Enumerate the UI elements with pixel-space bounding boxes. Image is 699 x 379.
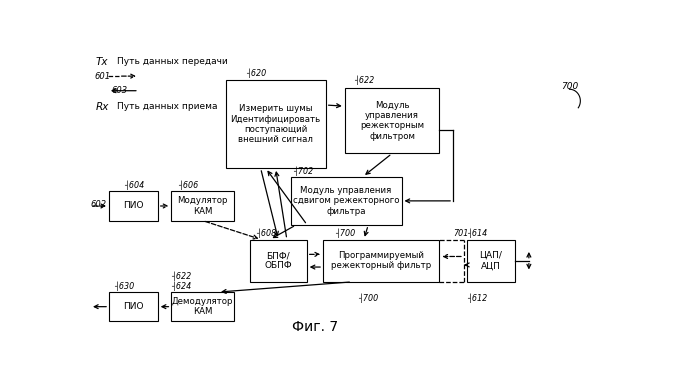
Text: ┤612: ┤612 (467, 293, 487, 303)
Text: Модулятор
КАМ: Модулятор КАМ (178, 196, 228, 216)
Text: Модуль управления
сдвигом режекторного
фильтра: Модуль управления сдвигом режекторного ф… (293, 186, 399, 216)
Text: ПИО: ПИО (123, 302, 144, 311)
Text: ┤620: ┤620 (245, 69, 266, 78)
Text: Измерить шумы
Идентифицировать
поступающий
внешний сигнал: Измерить шумы Идентифицировать поступающ… (231, 104, 321, 144)
FancyBboxPatch shape (109, 292, 158, 321)
Text: ┤624: ┤624 (171, 282, 192, 291)
Text: 601: 601 (94, 72, 110, 81)
Text: ┤608: ┤608 (256, 229, 276, 238)
Text: 602: 602 (90, 200, 106, 209)
Text: ┤700: ┤700 (335, 229, 355, 238)
FancyBboxPatch shape (171, 191, 233, 221)
Text: ЦАП/
АЦП: ЦАП/ АЦП (480, 251, 503, 270)
Text: ┤700: ┤700 (358, 293, 378, 303)
Text: ┤622: ┤622 (354, 76, 375, 85)
Text: ┤622: ┤622 (171, 271, 192, 281)
FancyBboxPatch shape (109, 191, 158, 221)
FancyBboxPatch shape (345, 88, 440, 153)
Text: БПФ/
ОБПФ: БПФ/ ОБПФ (264, 251, 292, 270)
Text: ┤630: ┤630 (114, 282, 134, 291)
Text: Программируемый
режекторный фильтр: Программируемый режекторный фильтр (331, 251, 431, 270)
Text: 700: 700 (561, 82, 579, 91)
Text: Rx: Rx (96, 102, 109, 112)
Text: Путь данных передачи: Путь данных передачи (117, 57, 228, 66)
FancyBboxPatch shape (171, 292, 233, 321)
Text: ┤606: ┤606 (178, 181, 198, 190)
FancyBboxPatch shape (250, 240, 307, 282)
Text: Путь данных приема: Путь данных приема (117, 102, 217, 111)
Text: 603: 603 (112, 86, 128, 95)
FancyBboxPatch shape (467, 240, 515, 282)
Text: Демодулятор
КАМ: Демодулятор КАМ (172, 297, 233, 316)
Text: ┤702: ┤702 (294, 166, 313, 176)
FancyBboxPatch shape (226, 80, 326, 168)
FancyBboxPatch shape (291, 177, 401, 225)
Text: Модуль
управления
режекторным
фильтром: Модуль управления режекторным фильтром (360, 100, 424, 141)
Text: ┤614: ┤614 (467, 229, 487, 238)
Text: Tx: Tx (96, 56, 108, 67)
Text: ПИО: ПИО (123, 202, 144, 210)
FancyBboxPatch shape (323, 240, 440, 282)
Text: 701: 701 (453, 229, 468, 238)
Text: ┤604: ┤604 (124, 181, 144, 190)
Text: Фиг. 7: Фиг. 7 (292, 320, 338, 334)
